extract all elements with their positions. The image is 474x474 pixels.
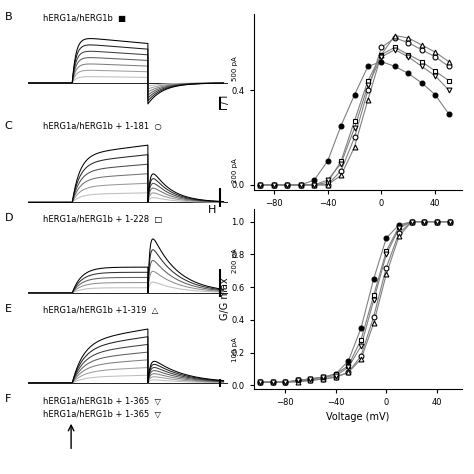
Text: hERG1a/hERG1b +1-319  △: hERG1a/hERG1b +1-319 △ [43, 306, 158, 315]
Text: E: E [5, 304, 12, 314]
Text: hERG1a/hERG1b  ■: hERG1a/hERG1b ■ [43, 14, 126, 23]
Text: hERG1a/hERG1b + 1-181  ○: hERG1a/hERG1b + 1-181 ○ [43, 122, 161, 131]
Text: C: C [5, 121, 12, 131]
Text: hERG1a/hERG1b + 1-365  ▽: hERG1a/hERG1b + 1-365 ▽ [43, 397, 161, 406]
Y-axis label: I / I: I / I [220, 94, 230, 109]
Text: H: H [208, 205, 216, 215]
Text: 200 pA: 200 pA [232, 248, 238, 273]
Text: 500 pA: 500 pA [232, 56, 238, 81]
Text: hERG1a/hERG1b + 1-228  □: hERG1a/hERG1b + 1-228 □ [43, 215, 162, 224]
X-axis label: Voltage (mV): Voltage (mV) [326, 412, 390, 422]
Text: D: D [5, 213, 13, 223]
Y-axis label: G/G max: G/G max [220, 277, 230, 320]
Text: B: B [5, 12, 12, 22]
Text: F: F [5, 394, 11, 404]
Text: 100 pA: 100 pA [232, 337, 238, 362]
Text: hERG1a/hERG1b + 1-365  ▽: hERG1a/hERG1b + 1-365 ▽ [43, 410, 161, 419]
Text: 200 pA: 200 pA [232, 158, 238, 183]
X-axis label: Voltage (mV): Voltage (mV) [326, 213, 390, 223]
